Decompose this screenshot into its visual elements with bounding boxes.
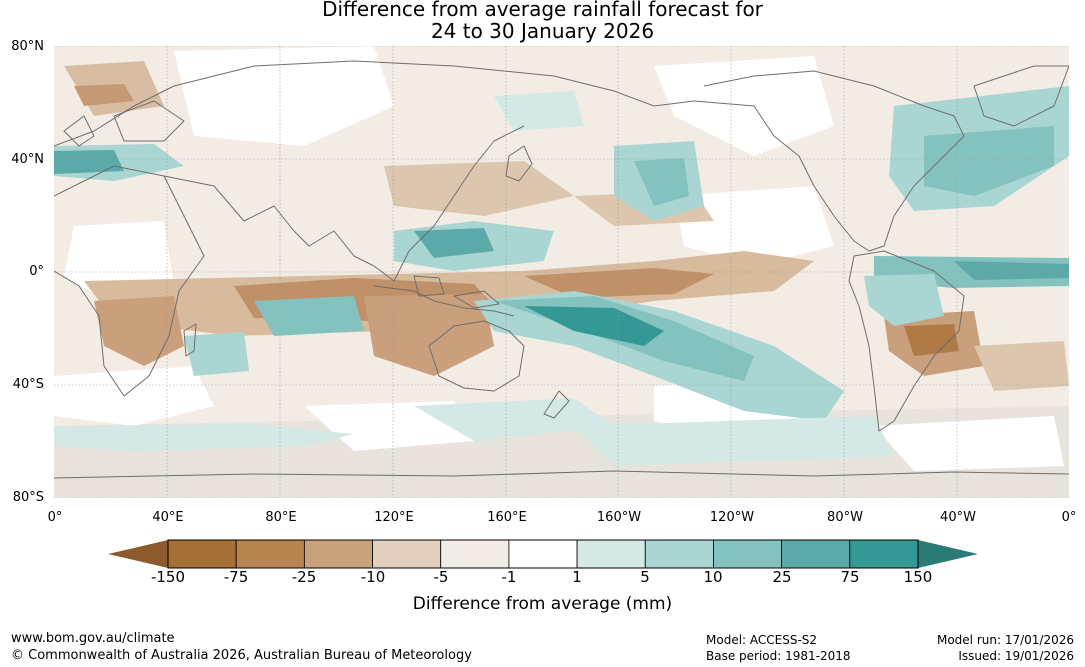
graticule xyxy=(54,46,1069,498)
coastlines xyxy=(54,60,1069,479)
footer-url: www.bom.gov.au/climate xyxy=(11,631,175,646)
legend-tick: 25 xyxy=(772,568,792,586)
footer-model: Model: ACCESS-S2 xyxy=(706,633,818,647)
lat-label-40n: 40°N xyxy=(11,152,44,167)
legend-tick: 150 xyxy=(903,568,933,586)
lat-label-80n: 80°N xyxy=(11,39,44,54)
lat-label-equator: 0° xyxy=(29,264,44,279)
legend-extend-high xyxy=(918,540,978,568)
chart-title-line-2: 24 to 30 January 2026 xyxy=(430,19,655,43)
lon-label-120e: 120°E xyxy=(374,510,414,525)
legend-extend-low xyxy=(108,540,168,568)
legend-tick: -10 xyxy=(360,568,386,586)
legend-swatch xyxy=(303,539,373,569)
lon-label-120w: 120°W xyxy=(709,510,755,525)
legend-swatch xyxy=(781,539,851,569)
lon-label-360: 0° xyxy=(1061,510,1077,525)
legend-tick: 10 xyxy=(703,568,723,586)
legend-tick: -150 xyxy=(150,568,186,586)
lon-label-40w: 40°W xyxy=(940,510,976,525)
legend-tick: 75 xyxy=(840,568,860,586)
legend-swatch xyxy=(576,539,646,569)
footer-copyright: © Commonwealth of Australia 2026, Austra… xyxy=(11,648,472,663)
legend-tick: -5 xyxy=(433,568,449,586)
footer-model-run: Model run: 17/01/2026 xyxy=(936,633,1074,647)
lon-label-40e: 40°E xyxy=(152,510,184,525)
legend-swatch xyxy=(508,539,578,569)
lon-label-160w: 160°W xyxy=(596,510,642,525)
legend-swatch xyxy=(849,539,919,569)
lat-label-40s: 40°S xyxy=(12,377,44,392)
legend-tick: -75 xyxy=(223,568,249,586)
legend-tick: -25 xyxy=(291,568,317,586)
lon-label-160e: 160°E xyxy=(487,510,527,525)
legend-swatch xyxy=(440,539,510,569)
lat-label-80s: 80°S xyxy=(12,490,44,505)
lon-label-80e: 80°E xyxy=(265,510,297,525)
legend-swatch xyxy=(167,539,237,569)
chart-title-line-1: Difference from average rainfall forecas… xyxy=(322,0,763,21)
legend-tick: 5 xyxy=(640,568,650,586)
legend-tick: -1 xyxy=(501,568,517,586)
footer-base-period: Base period: 1981-2018 xyxy=(706,649,851,663)
footer-issued: Issued: 19/01/2026 xyxy=(958,649,1074,663)
rainfall-anomaly-map xyxy=(54,46,1069,498)
legend-colorbar xyxy=(108,539,978,569)
legend-frame xyxy=(167,539,919,569)
legend-swatch xyxy=(713,539,783,569)
lon-label-80w: 80°W xyxy=(827,510,863,525)
legend-swatch xyxy=(235,539,305,569)
legend-swatch xyxy=(372,539,442,569)
legend-label: Difference from average (mm) xyxy=(412,594,673,614)
lon-label-0: 0° xyxy=(47,510,63,525)
legend-swatch xyxy=(644,539,714,569)
legend-tick: 1 xyxy=(572,568,582,586)
